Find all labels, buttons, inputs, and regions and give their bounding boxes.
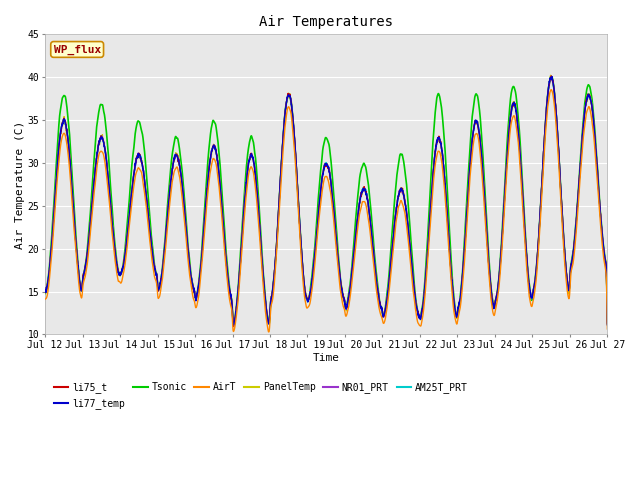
Legend: li75_t, li77_temp, Tsonic, AirT, PanelTemp, NR01_PRT, AM25T_PRT: li75_t, li77_temp, Tsonic, AirT, PanelTe… bbox=[50, 378, 472, 413]
Y-axis label: Air Temperature (C): Air Temperature (C) bbox=[15, 120, 25, 249]
X-axis label: Time: Time bbox=[313, 353, 340, 363]
Title: Air Temperatures: Air Temperatures bbox=[259, 15, 393, 29]
Text: WP_flux: WP_flux bbox=[54, 44, 100, 55]
